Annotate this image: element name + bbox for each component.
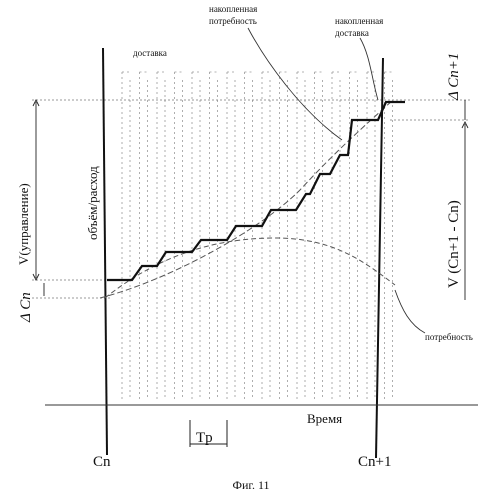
cn1-label: Cn+1 — [358, 454, 391, 470]
accumulated-delivery-staircase — [107, 102, 405, 280]
need-label: потребность — [425, 332, 473, 342]
cn-label: Cn — [93, 454, 111, 470]
accumulated-need-label-2: потребность — [209, 16, 257, 26]
v-control-label: V(управление) — [16, 183, 31, 265]
accumulated-need-curve — [100, 100, 393, 298]
delivery-label: доставка — [133, 48, 167, 58]
accumulated-delivery-label-2: доставка — [335, 28, 369, 38]
volume-consumption-label: объём/расход — [85, 166, 100, 240]
accumulated-delivery-label-1: накопленная — [335, 16, 383, 26]
right-dimension-arrows — [462, 100, 468, 300]
leader-lines — [248, 28, 425, 333]
delta-cn1-label: Δ Cn+1 — [446, 53, 462, 101]
axis-cn — [103, 48, 107, 455]
v-diff-label: V (Cn+1 - Cn) — [446, 200, 462, 288]
need-curve — [105, 238, 395, 298]
tp-label: Tp — [196, 430, 213, 446]
time-label: Время — [307, 411, 342, 426]
left-dimension-arrows — [33, 100, 44, 296]
delta-cn-label: Δ Cn — [18, 292, 34, 323]
accumulated-need-label-1: накопленная — [209, 4, 257, 14]
figure-caption: Фиг. 11 — [0, 478, 502, 493]
